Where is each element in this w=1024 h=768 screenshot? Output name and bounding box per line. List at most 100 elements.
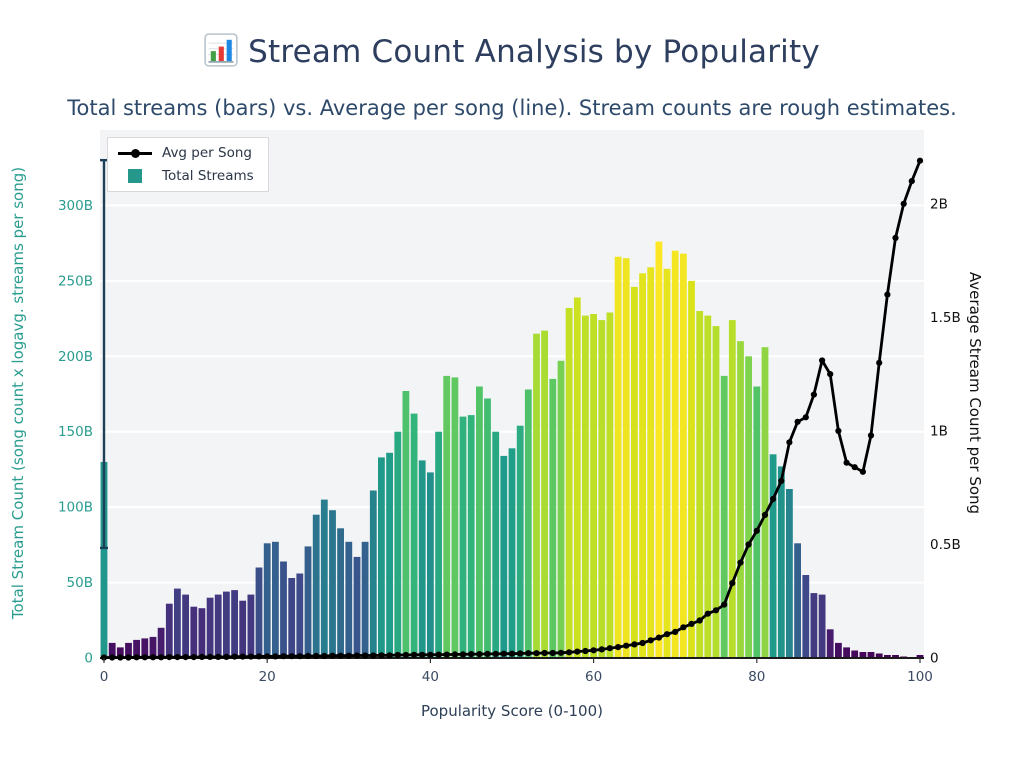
line-marker (141, 654, 148, 661)
bar (312, 514, 320, 658)
bar (402, 391, 410, 658)
bar (680, 253, 687, 658)
line-markers (100, 157, 924, 661)
bar (467, 415, 475, 658)
line-marker (394, 651, 401, 659)
line-marker (810, 391, 818, 398)
bar (565, 308, 573, 658)
bar (214, 594, 222, 658)
x-axis-label: Popularity Score (0-100) (420, 702, 603, 720)
line-marker (500, 650, 507, 657)
bar (353, 556, 361, 658)
bar (100, 461, 108, 658)
line-marker (435, 651, 442, 658)
y-left-tick-label: 100B (58, 500, 93, 516)
line-marker (411, 651, 418, 658)
line-marker (231, 653, 238, 660)
bar (361, 541, 369, 658)
bar (133, 639, 140, 658)
line-marker (476, 651, 483, 658)
line-marker (916, 157, 924, 164)
line-marker (517, 650, 524, 657)
line-marker (288, 653, 295, 660)
bar (263, 543, 271, 658)
bar (386, 452, 393, 658)
x-tick-label: 100 (907, 669, 933, 685)
bar (884, 655, 891, 658)
bar (435, 431, 442, 658)
bar (892, 655, 899, 658)
line-marker (337, 652, 344, 659)
y-left-tick-label: 250B (58, 273, 93, 289)
line-marker (304, 652, 312, 660)
line-marker (386, 652, 393, 659)
bar (108, 642, 116, 658)
line-marker (884, 291, 891, 298)
bars-group (100, 241, 924, 658)
line-marker (451, 651, 458, 658)
bar (777, 466, 785, 658)
y-left-tick-label: 200B (58, 349, 93, 365)
line-marker (329, 652, 336, 659)
line-marker (149, 654, 157, 661)
line-marker (198, 653, 205, 661)
line-marker (362, 652, 369, 659)
line-marker (631, 641, 638, 648)
line-marker (353, 652, 361, 659)
line-marker (704, 610, 711, 617)
y-right-tick-label: 0.5B (930, 537, 961, 553)
page-title-row: Stream Count Analysis by Popularity (0, 33, 1024, 71)
bar (223, 591, 230, 658)
legend-item-total-streams: Total Streams (118, 168, 254, 184)
line-marker (109, 654, 116, 661)
bar (508, 448, 516, 658)
x-tick-label: 0 (100, 669, 109, 685)
line-marker (680, 624, 687, 631)
line-marker (745, 541, 752, 548)
line-marker (174, 654, 181, 661)
line-marker (859, 468, 867, 475)
bar (647, 267, 655, 658)
line-marker (158, 654, 165, 661)
y-right-tick-label: 1.5B (930, 310, 961, 326)
line-marker (672, 628, 679, 636)
line-marker (207, 653, 214, 661)
line-marker (215, 653, 222, 661)
line-marker (508, 650, 516, 657)
line-marker (696, 617, 703, 624)
x-tick-label: 40 (422, 669, 439, 685)
line-marker (370, 652, 377, 659)
line-marker (900, 200, 907, 207)
line-marker (582, 647, 589, 655)
bar (182, 594, 189, 658)
bar (573, 297, 581, 658)
bar (614, 256, 622, 658)
bar (794, 543, 801, 658)
legend-label: Avg per Song (162, 145, 252, 161)
line-marker (468, 651, 475, 658)
y-left-tick-label: 0 (84, 651, 93, 667)
bar (394, 431, 402, 658)
bar (451, 377, 459, 658)
y-left-tick-label: 50B (67, 575, 93, 591)
bar (802, 575, 810, 658)
line-marker (166, 654, 173, 661)
bar (288, 578, 296, 658)
bar (622, 258, 630, 658)
y-left-tick-label: 300B (58, 198, 93, 214)
bar (492, 431, 500, 658)
line-marker (574, 648, 581, 655)
line-marker (419, 651, 426, 658)
bar (239, 600, 247, 658)
bar (484, 398, 491, 658)
line-marker (264, 653, 271, 660)
bar (516, 425, 524, 658)
line-marker (549, 649, 556, 657)
y-right-tick-label: 0 (930, 651, 939, 667)
bar (606, 312, 614, 658)
line-marker (688, 620, 695, 628)
line-marker (313, 652, 320, 660)
bar (851, 650, 859, 658)
line-marker (117, 654, 124, 661)
line-marker (247, 653, 254, 660)
